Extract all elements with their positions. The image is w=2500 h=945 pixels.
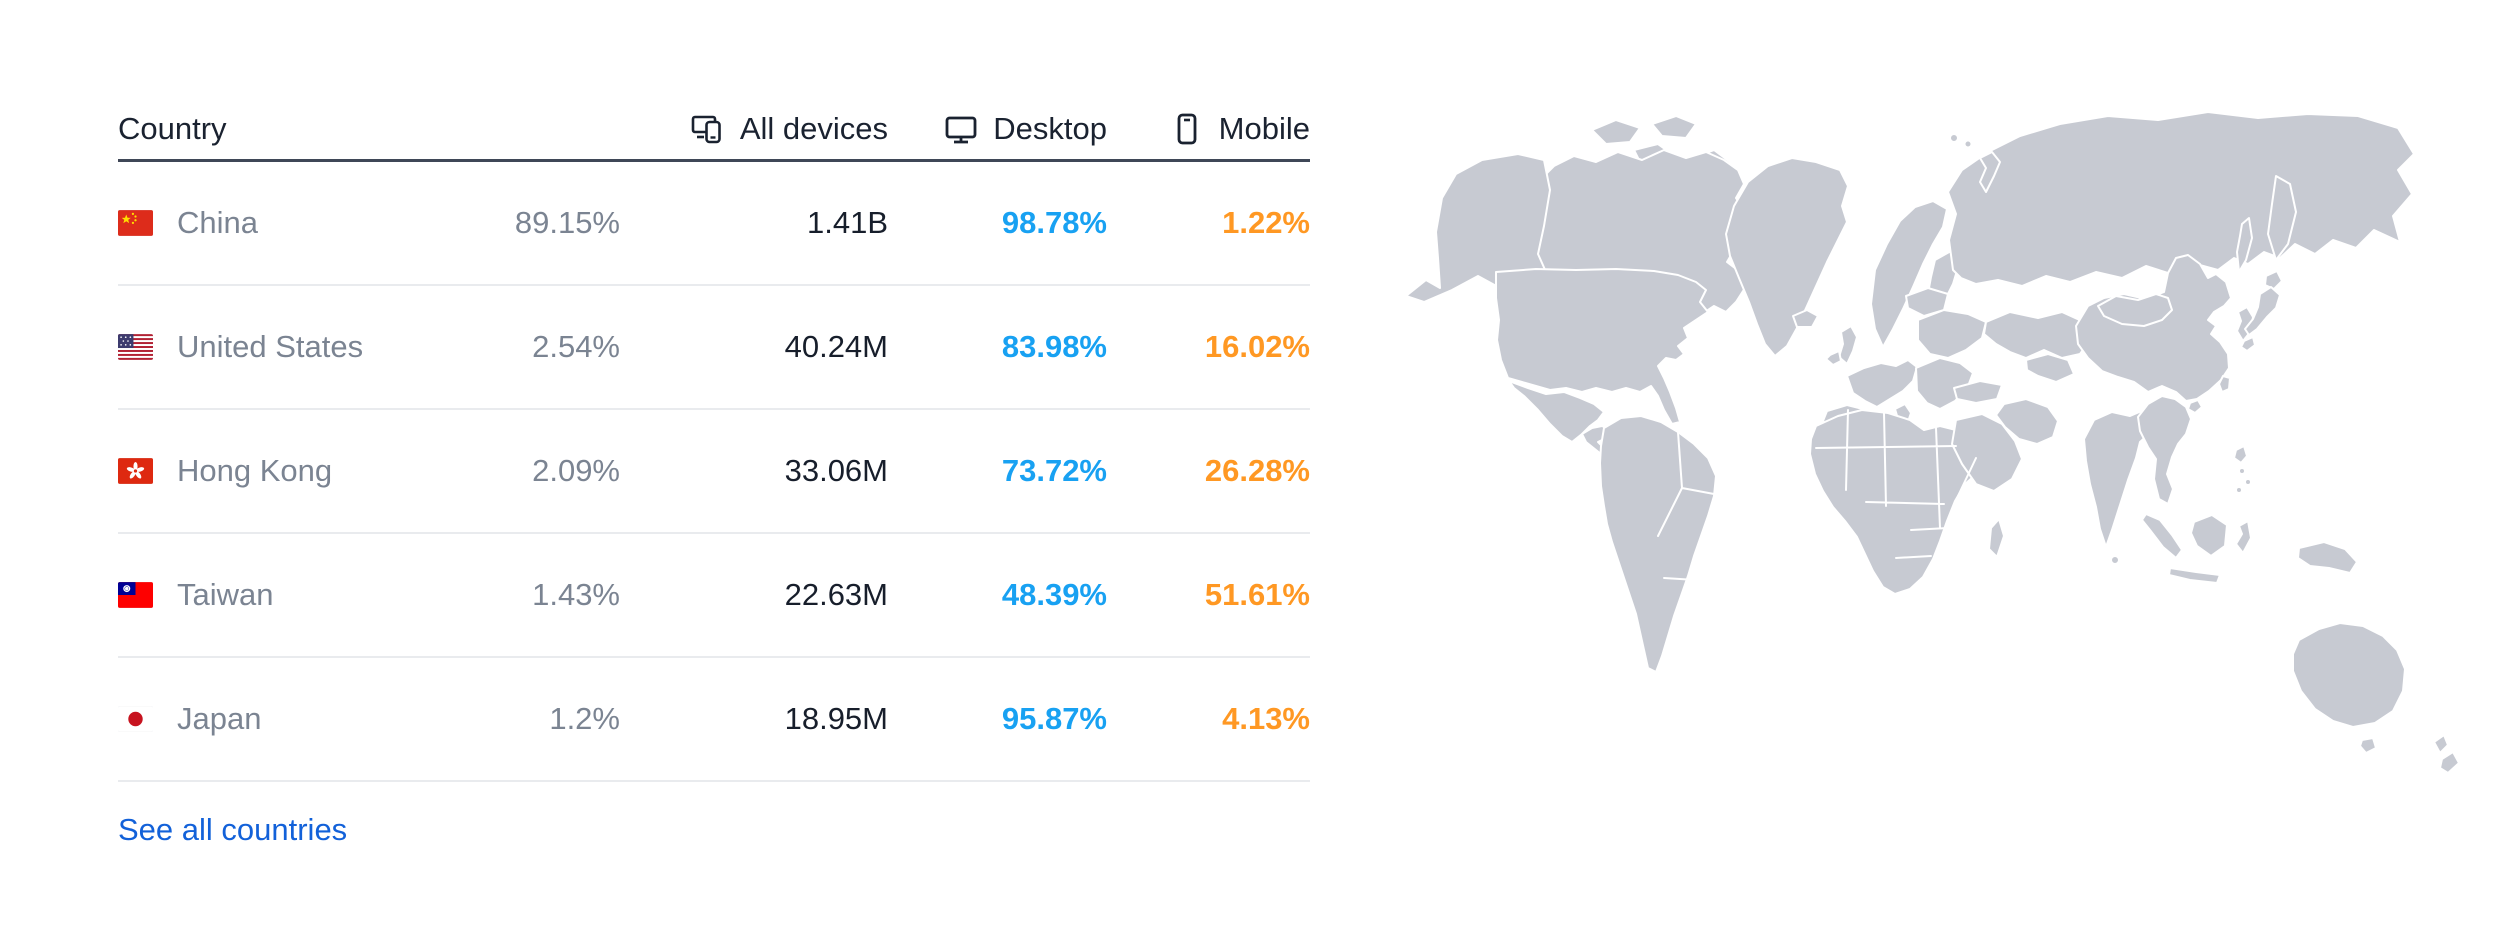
desktop-column-label: Desktop: [993, 111, 1107, 146]
all-devices-icon: [691, 115, 721, 144]
flag-hong-kong-icon: [118, 458, 153, 484]
country-name: Japan: [177, 701, 262, 736]
map-kazakhstan: [1983, 311, 2091, 359]
map-russia: [1947, 111, 2415, 287]
desktop-icon: [945, 116, 977, 144]
column-header-mobile[interactable]: Mobile: [1107, 111, 1310, 147]
map-central-asia: [2025, 353, 2075, 383]
map-new-zealand: [2433, 734, 2449, 754]
country-name: Taiwan: [177, 577, 274, 612]
traffic-share-value: 1.43%: [532, 577, 620, 612]
map-iceland: [1792, 309, 1819, 328]
map-united-states-highlight[interactable]: [1495, 268, 1709, 425]
world-map: [1396, 58, 2470, 803]
column-header-desktop[interactable]: Desktop: [888, 111, 1107, 147]
map-philippine-island: [2235, 486, 2243, 494]
map-mexico: [1508, 380, 1605, 443]
map-iran: [1995, 398, 2059, 445]
desktop-share-value: 83.98%: [1001, 329, 1107, 364]
map-south-america: [1599, 415, 1717, 673]
mobile-share-value: 26.28%: [1204, 453, 1310, 488]
column-header-all-devices[interactable]: All devices: [620, 111, 888, 147]
desktop-share-value: 73.72%: [1001, 453, 1107, 488]
all-devices-value: 22.63M: [784, 577, 888, 612]
desktop-share-value: 95.87%: [1001, 701, 1107, 736]
map-taiwan-highlight[interactable]: [2218, 375, 2231, 393]
map-hainan-highlight: [2187, 399, 2203, 414]
countries-table: Country All devices Desktop Mobil: [118, 99, 1310, 848]
table-row[interactable]: Hong Kong 2.09% 33.06M 73.72% 26.28%: [118, 410, 1310, 534]
mobile-icon: [1177, 113, 1197, 145]
map-novaya-zemlya: [1979, 151, 2001, 193]
map-japan-kyushu-highlight[interactable]: [2240, 336, 2256, 352]
desktop-share-value: 98.78%: [1001, 205, 1107, 240]
map-indochina: [2137, 395, 2192, 505]
traffic-share-value: 2.09%: [532, 453, 620, 488]
map-arctic-island: [1591, 119, 1641, 145]
map-japan-hokkaido-highlight[interactable]: [2264, 270, 2283, 290]
see-all-countries-link[interactable]: See all countries: [118, 812, 348, 847]
traffic-share-value: 2.54%: [532, 329, 620, 364]
map-sri-lanka: [2110, 555, 2120, 565]
table-row[interactable]: China 89.15% 1.41B 98.78% 1.22%: [118, 162, 1310, 286]
map-sulawesi: [2235, 520, 2252, 554]
all-devices-value: 1.41B: [806, 205, 888, 240]
map-svalbard: [1963, 139, 1973, 149]
desktop-share-value: 48.39%: [1001, 577, 1107, 612]
map-greenland: [1725, 157, 1849, 357]
traffic-share-value: 89.15%: [514, 205, 620, 240]
map-new-guinea: [2297, 541, 2358, 574]
map-scandinavia: [1870, 200, 1948, 348]
country-name: Hong Kong: [177, 453, 333, 488]
mobile-column-label: Mobile: [1218, 111, 1310, 146]
flag-taiwan-icon: [118, 582, 153, 608]
map-china-highlight[interactable]: [2075, 254, 2232, 402]
table-header: Country All devices Desktop Mobil: [118, 99, 1310, 162]
map-united-kingdom: [1838, 325, 1858, 365]
country-column-label: Country: [118, 111, 227, 146]
all-devices-value: 33.06M: [784, 453, 888, 488]
map-country-borders: [1657, 409, 1977, 581]
map-kamchatka: [2267, 175, 2297, 261]
flag-china-icon: [118, 210, 153, 236]
map-sumatra: [2141, 513, 2183, 559]
table-row[interactable]: Japan 1.2% 18.95M 95.87% 4.13%: [118, 658, 1310, 782]
mobile-share-value: 16.02%: [1204, 329, 1310, 364]
map-arctic-island: [1651, 115, 1697, 139]
mobile-share-value: 51.61%: [1204, 577, 1310, 612]
world-map-svg: [1405, 111, 2460, 774]
map-philippines: [2233, 445, 2248, 464]
mobile-share-value: 1.22%: [1222, 205, 1310, 240]
country-name: China: [177, 205, 258, 240]
all-devices-column-label: All devices: [739, 111, 888, 146]
map-ireland: [1825, 350, 1842, 366]
map-philippine-island: [2238, 467, 2246, 475]
map-australia: [2292, 622, 2406, 728]
country-name: United States: [177, 329, 364, 364]
column-header-country: Country: [118, 111, 398, 147]
map-sakhalin: [2236, 217, 2253, 273]
table-row[interactable]: Taiwan 1.43% 22.63M 48.39% 51.61%: [118, 534, 1310, 658]
traffic-share-value: 1.2%: [549, 701, 620, 736]
flag-japan-icon: [118, 706, 153, 732]
map-alaska-highlight[interactable]: [1405, 153, 1551, 303]
map-turkey: [1953, 380, 2003, 404]
mobile-share-value: 4.13%: [1222, 701, 1310, 736]
map-java: [2168, 567, 2221, 584]
map-philippine-island: [2244, 478, 2252, 486]
map-new-zealand: [2439, 751, 2460, 774]
table-row[interactable]: United States 2.54% 40.24M 83.98% 16.02%: [118, 286, 1310, 410]
map-ukraine: [1917, 309, 1987, 359]
map-tasmania: [2359, 737, 2377, 754]
flag-united-states-icon: [118, 334, 153, 360]
map-mongolia: [2097, 293, 2173, 327]
all-devices-value: 18.95M: [784, 701, 888, 736]
map-western-europe: [1846, 359, 1918, 408]
map-borneo: [2190, 514, 2228, 557]
map-madagascar: [1988, 518, 2005, 558]
all-devices-value: 40.24M: [784, 329, 888, 364]
map-svalbard: [1949, 133, 1959, 143]
map-japan-honshu-highlight[interactable]: [2244, 286, 2281, 336]
